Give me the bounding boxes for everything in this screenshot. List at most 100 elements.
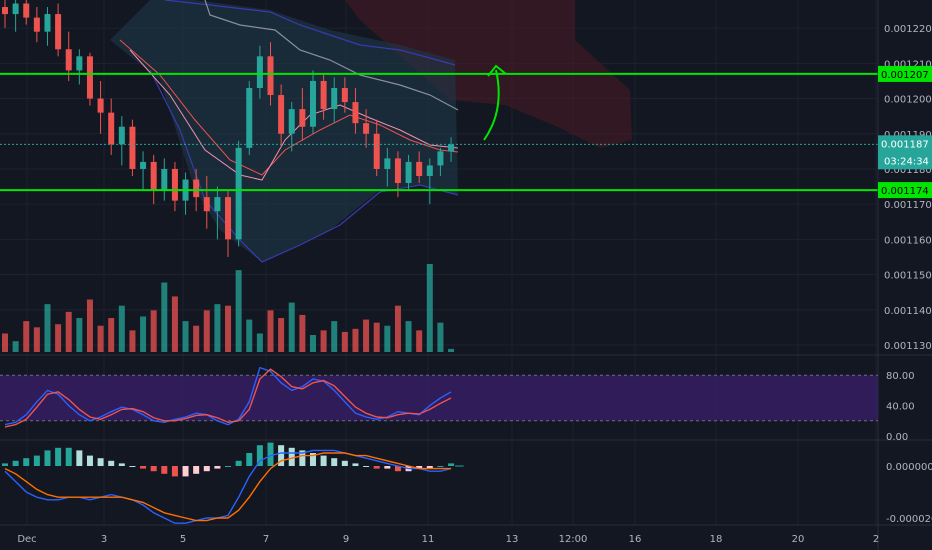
macd-histogram-bar xyxy=(2,463,8,466)
candle-body[interactable] xyxy=(193,179,200,198)
level-price-label: 0.001174 xyxy=(881,186,929,197)
candle-body[interactable] xyxy=(33,17,40,32)
candle-body[interactable] xyxy=(161,168,168,191)
macd-histogram-bar xyxy=(97,458,104,466)
macd-histogram-bar xyxy=(320,455,327,466)
volume-bar xyxy=(23,321,30,352)
macd-tick-label: -0.000020 xyxy=(886,514,932,525)
price-tick-label: 0.001180 xyxy=(884,165,932,176)
countdown-label: 03:24:34 xyxy=(884,156,929,167)
time-tick-label: 20 xyxy=(792,534,805,545)
candle-body[interactable] xyxy=(373,133,380,169)
moving-average-grey xyxy=(204,0,459,111)
price-tick-label: 0.001190 xyxy=(884,130,932,141)
candle-body[interactable] xyxy=(86,56,93,99)
candle-body[interactable] xyxy=(278,95,285,134)
volume-bar xyxy=(33,327,40,352)
candle-body[interactable] xyxy=(12,3,19,15)
macd-histogram-bar xyxy=(448,463,455,466)
time-tick-label: 12:00 xyxy=(559,534,588,545)
candle-body[interactable] xyxy=(363,123,370,134)
candle-body[interactable] xyxy=(118,126,125,145)
candle-body[interactable] xyxy=(256,56,263,88)
candle-body[interactable] xyxy=(288,109,295,134)
candle-body[interactable] xyxy=(267,56,274,96)
candle-body[interactable] xyxy=(150,161,157,191)
price-tick-label: 0.001150 xyxy=(884,271,932,282)
candle-body[interactable] xyxy=(352,102,359,124)
volume-bar xyxy=(288,302,295,352)
candle-body[interactable] xyxy=(437,151,444,166)
candle-body[interactable] xyxy=(235,147,242,240)
candle-body[interactable] xyxy=(140,161,147,169)
candle-body[interactable] xyxy=(405,161,412,184)
level-price-label: 0.001207 xyxy=(881,70,929,81)
macd-histogram-bar xyxy=(394,466,401,472)
candle-body[interactable] xyxy=(76,56,83,71)
candle-body[interactable] xyxy=(203,197,210,212)
candle-body[interactable] xyxy=(384,158,391,169)
candle-body[interactable] xyxy=(426,165,433,176)
candle-body[interactable] xyxy=(108,112,115,145)
macd-histogram-bar xyxy=(309,453,316,466)
candle-body[interactable] xyxy=(246,88,253,148)
price-tick-label: 0.001160 xyxy=(884,235,932,246)
volume-bar xyxy=(140,316,147,352)
candle-body[interactable] xyxy=(23,3,30,18)
macd-tick-label: 0.000000 xyxy=(886,462,932,473)
macd-histogram-bar xyxy=(129,466,136,467)
time-axis: Dec 3 5 7 9 11 13 12:00 16 18 20 2 xyxy=(17,534,879,545)
macd-histogram-bar xyxy=(214,466,221,469)
macd-histogram-bar xyxy=(23,458,30,466)
volume-bar xyxy=(150,310,157,352)
candle-body[interactable] xyxy=(320,80,327,110)
macd-histogram-bar xyxy=(256,445,263,466)
level-tag-upper: 0.001207 xyxy=(878,65,932,82)
price-tick-label: 0.001210 xyxy=(884,59,932,70)
candle-body[interactable] xyxy=(225,197,232,240)
candle-body[interactable] xyxy=(448,144,455,152)
candle-body[interactable] xyxy=(331,88,338,110)
macd-histogram-bar xyxy=(246,453,253,466)
stochastic-band xyxy=(0,375,878,421)
curved-up-arrow-icon[interactable] xyxy=(483,69,500,141)
volume-bar xyxy=(2,333,8,352)
volume-bar xyxy=(97,325,104,352)
volume-bar xyxy=(299,314,306,352)
volume-bar xyxy=(129,330,136,352)
candle-body[interactable] xyxy=(309,80,316,127)
volume-bar xyxy=(394,305,401,352)
candle-body[interactable] xyxy=(214,197,221,212)
volume-bar xyxy=(118,305,125,352)
candle-body[interactable] xyxy=(129,126,136,169)
candle-body[interactable] xyxy=(416,161,423,176)
macd-histogram-bar xyxy=(426,466,433,469)
candle-body[interactable] xyxy=(55,14,62,50)
macd-histogram-bar xyxy=(278,445,285,466)
time-tick-label: 16 xyxy=(629,534,642,545)
volume-bar xyxy=(384,325,391,352)
stochastic-k-line xyxy=(4,366,452,426)
candle-body[interactable] xyxy=(97,98,104,113)
candle-body[interactable] xyxy=(44,14,51,32)
candle-body[interactable] xyxy=(2,7,8,15)
price-tick-label: 0.001220 xyxy=(884,24,932,35)
candle-body[interactable] xyxy=(65,49,72,71)
macd-histogram-bar xyxy=(331,458,338,466)
volume-bar xyxy=(320,330,327,352)
volume-bar xyxy=(193,325,200,352)
candle-body[interactable] xyxy=(394,158,401,184)
macd-histogram-bar xyxy=(44,450,51,466)
candle-body[interactable] xyxy=(171,168,178,201)
volume-bar xyxy=(76,318,83,352)
macd-histogram-bar xyxy=(363,466,370,467)
macd-histogram-bar xyxy=(225,466,232,467)
volume-bar xyxy=(65,311,72,352)
candle-body[interactable] xyxy=(341,88,348,103)
volume-bar xyxy=(235,270,242,352)
price-tick-label: 0.001170 xyxy=(884,200,932,211)
candle-body[interactable] xyxy=(299,109,306,127)
arrow-head-icon xyxy=(487,64,507,77)
stochastic-axis: 80.00 40.00 0.00 xyxy=(886,371,915,443)
